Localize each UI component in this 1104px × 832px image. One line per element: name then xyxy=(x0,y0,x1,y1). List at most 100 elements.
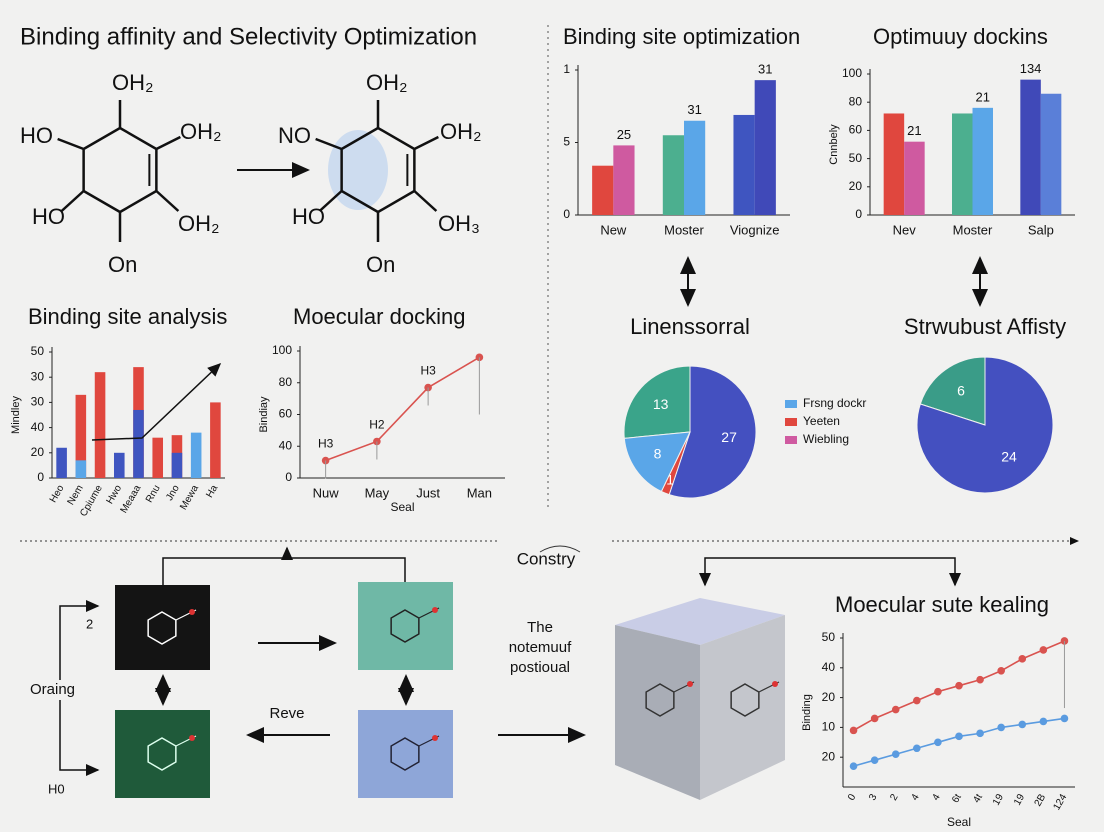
x-tick-label: 4 xyxy=(930,792,943,803)
y-tick-label: 40 xyxy=(31,420,45,434)
connector xyxy=(59,700,100,776)
slice-label: 1 xyxy=(666,472,674,488)
pie-slice xyxy=(919,356,986,426)
y-tick-label: 60 xyxy=(279,407,293,421)
atom-label: On xyxy=(108,252,137,277)
chart-title: Moecular sute kealing xyxy=(835,592,1049,617)
atom-label: OH₂ xyxy=(440,119,482,144)
bar xyxy=(210,402,221,478)
mini-ring xyxy=(730,683,760,717)
chart-title: Optimuuy dockins xyxy=(873,24,1048,49)
y-axis-label: Cnnbely xyxy=(828,124,840,165)
flow-label: Reve xyxy=(269,705,304,722)
y-tick-label: 50 xyxy=(822,630,836,644)
atom-label: OH₂ xyxy=(178,211,220,236)
pie-slice xyxy=(668,365,757,499)
bar xyxy=(754,80,776,216)
y-tick-label: 0 xyxy=(285,470,292,484)
y-tick-label: 100 xyxy=(272,343,292,357)
chart-title: Strwubust Affisty xyxy=(904,314,1066,339)
point xyxy=(1018,655,1027,663)
y-tick-label: 20 xyxy=(822,749,836,763)
point xyxy=(1060,714,1069,723)
bar xyxy=(133,409,144,478)
annotation: 25 xyxy=(617,127,631,142)
point xyxy=(997,666,1005,675)
bond xyxy=(57,137,85,151)
bar xyxy=(56,447,67,478)
x-tick-label: 2B xyxy=(1033,792,1049,808)
bar xyxy=(94,372,106,478)
x-tick-label: 19 xyxy=(991,792,1006,808)
mini-ring xyxy=(147,611,177,645)
x-tick-label: 19 xyxy=(1012,792,1027,808)
mini-ring xyxy=(390,737,420,771)
y-tick-label: 80 xyxy=(849,94,863,108)
annotation: H3 xyxy=(420,364,436,378)
bar xyxy=(75,460,87,478)
bond xyxy=(318,190,343,212)
point xyxy=(955,732,963,741)
y-tick-label: 40 xyxy=(822,660,836,674)
point xyxy=(849,726,858,735)
flow-label: 2 xyxy=(86,616,93,631)
slice-label: 8 xyxy=(654,445,662,461)
x-axis-label: Seal xyxy=(390,500,414,514)
bar xyxy=(972,107,993,215)
y-tick-label: 0 xyxy=(855,207,862,221)
bar xyxy=(113,452,125,478)
connector xyxy=(699,557,961,587)
point xyxy=(976,729,984,738)
chart-title: Binding site optimization xyxy=(563,24,800,49)
annotation: 31 xyxy=(687,102,701,117)
atom-dot xyxy=(189,735,195,741)
slice-label: 24 xyxy=(1001,449,1017,465)
point xyxy=(849,762,858,770)
flow-label: Oraing xyxy=(30,681,75,698)
annotation: 134 xyxy=(1020,61,1042,76)
mini-ring xyxy=(147,737,177,771)
y-tick-label: 30 xyxy=(31,369,45,383)
x-tick-label: 2 xyxy=(888,792,901,803)
page-title: Binding affinity and Selectivity Optimiz… xyxy=(20,23,477,50)
bar xyxy=(75,394,87,478)
y-tick-label: 80 xyxy=(279,375,293,389)
mini-ring xyxy=(390,609,420,643)
atom-dot xyxy=(432,607,438,613)
point xyxy=(870,714,879,723)
mini-ring xyxy=(645,683,675,717)
y-tick-label: 20 xyxy=(31,445,45,459)
legend-swatch xyxy=(785,400,797,408)
cube-right xyxy=(700,615,785,800)
x-axis-label: Seal xyxy=(947,815,971,829)
x-tick-label: Viognize xyxy=(730,222,780,237)
slice-label: 13 xyxy=(653,396,669,412)
trend-arrow xyxy=(91,362,222,441)
bar xyxy=(1020,79,1041,215)
bar xyxy=(883,113,905,215)
annotation: 31 xyxy=(758,62,772,77)
y-tick-label: 0 xyxy=(563,207,570,221)
point xyxy=(1018,720,1027,729)
annotation: 21 xyxy=(976,89,990,104)
atom-label: HO xyxy=(292,204,325,229)
point xyxy=(955,681,963,690)
y-axis-label: Binding xyxy=(801,694,813,731)
cube-top xyxy=(615,598,785,645)
pie-slice xyxy=(623,431,691,493)
x-tick-label: 4 xyxy=(909,792,922,803)
flow-diagram xyxy=(59,546,961,800)
y-tick-label: 1 xyxy=(563,62,570,76)
annotation: 21 xyxy=(907,123,921,138)
y-tick-label: 0 xyxy=(37,470,44,484)
legend-swatch xyxy=(785,436,797,444)
arc xyxy=(539,545,581,553)
atom-label: On xyxy=(366,252,395,277)
bond xyxy=(413,135,439,151)
bond xyxy=(60,190,85,212)
flow-box xyxy=(358,710,453,798)
atom-label: OH₂ xyxy=(366,70,408,95)
flow-center-label: Constry xyxy=(517,549,576,568)
chart-title: Moecular docking xyxy=(293,304,465,329)
